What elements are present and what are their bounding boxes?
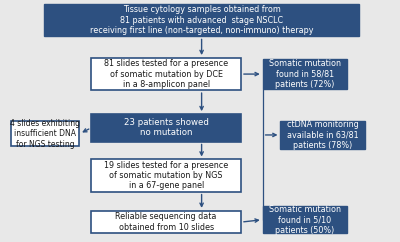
Text: 4 slides exhibiting
insufficient DNA
for NGS testing: 4 slides exhibiting insufficient DNA for… [10,119,80,149]
Text: Somatic mutation
found in 58/81
patients (72%): Somatic mutation found in 58/81 patients… [269,59,341,89]
FancyBboxPatch shape [91,159,241,192]
FancyBboxPatch shape [263,206,347,234]
Text: 81 slides tested for a presence
of somatic mutation by DCE
in a 8-amplicon panel: 81 slides tested for a presence of somat… [104,59,228,89]
Text: Reliable sequencing data
obtained from 10 slides: Reliable sequencing data obtained from 1… [116,212,217,232]
FancyBboxPatch shape [10,121,80,146]
Text: ctDNA monitoring
available in 63/81
patients (78%): ctDNA monitoring available in 63/81 pati… [287,120,359,150]
FancyBboxPatch shape [44,4,359,37]
Text: 19 slides tested for a presence
of somatic mutation by NGS
in a 67-gene panel: 19 slides tested for a presence of somat… [104,161,228,190]
FancyBboxPatch shape [91,58,241,90]
Text: Tissue cytology samples obtained from
81 patients with advanced  stage NSCLC
rec: Tissue cytology samples obtained from 81… [90,6,313,35]
FancyBboxPatch shape [280,121,365,149]
Text: Somatic mutation
found in 5/10
patients (50%): Somatic mutation found in 5/10 patients … [269,205,341,235]
Text: 23 patients showed
no mutation: 23 patients showed no mutation [124,118,208,137]
FancyBboxPatch shape [91,211,241,234]
FancyBboxPatch shape [263,59,347,89]
FancyBboxPatch shape [91,114,241,142]
